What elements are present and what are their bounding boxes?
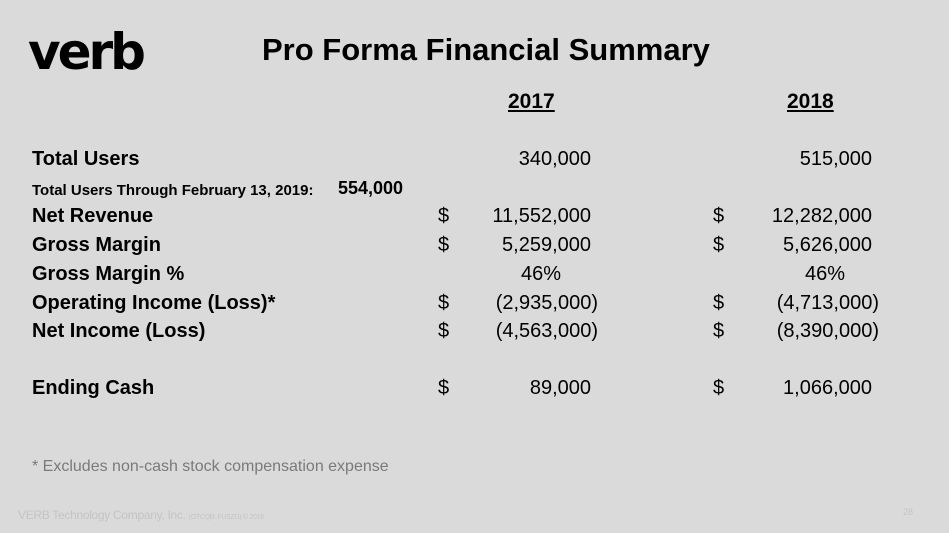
footer-company: VERB Technology Company, Inc. bbox=[18, 508, 186, 522]
row-label: Net Revenue bbox=[32, 205, 154, 227]
footnote: * Excludes non-cash stock compensation e… bbox=[32, 458, 389, 475]
value-2018: 5,626,000 bbox=[783, 234, 872, 256]
dollar-sign-2017: $ bbox=[438, 377, 450, 399]
value-2017: (4,563,000) bbox=[495, 320, 598, 342]
value-2018: 12,282,000 bbox=[771, 205, 872, 227]
verb-logo: verb bbox=[28, 23, 146, 81]
value-2017: 46% bbox=[520, 263, 562, 285]
value-2017: (2,935,000) bbox=[495, 292, 598, 314]
page-title: Pro Forma Financial Summary bbox=[262, 32, 710, 67]
value-2018: 46% bbox=[804, 263, 846, 285]
footer-ticker: (OTCQB: FUSZD) © 2018 bbox=[188, 514, 264, 521]
value-2018: 1,066,000 bbox=[783, 377, 872, 399]
dollar-sign-2018: $ bbox=[713, 377, 725, 399]
dollar-sign-2018: $ bbox=[713, 205, 725, 227]
users-through-label: Total Users Through February 13, 2019: bbox=[32, 182, 314, 199]
value-2018: (4,713,000) bbox=[776, 292, 879, 314]
dollar-sign-2018: $ bbox=[713, 292, 725, 314]
row-label: Operating Income (Loss)* bbox=[32, 292, 276, 314]
value-2017: 5,259,000 bbox=[502, 234, 591, 256]
dollar-sign-2017: $ bbox=[438, 320, 450, 342]
page-number: 28 bbox=[903, 507, 914, 517]
year-header-2018: 2018 bbox=[787, 90, 834, 113]
value-2017: 89,000 bbox=[529, 377, 591, 399]
dollar-sign-2018: $ bbox=[713, 320, 725, 342]
footer: VERB Technology Company, Inc. (OTCQB: FU… bbox=[18, 508, 264, 522]
value-2018: (8,390,000) bbox=[776, 320, 879, 342]
dollar-sign-2017: $ bbox=[438, 205, 450, 227]
row-label: Gross Margin bbox=[32, 234, 161, 256]
row-label: Ending Cash bbox=[32, 377, 155, 399]
value-2017: 11,552,000 bbox=[492, 205, 591, 227]
year-header-2017: 2017 bbox=[508, 90, 555, 113]
dollar-sign-2017: $ bbox=[438, 234, 450, 256]
value-2017: 340,000 bbox=[518, 148, 591, 170]
row-label: Net Income (Loss) bbox=[32, 320, 206, 342]
value-2018: 515,000 bbox=[799, 148, 872, 170]
row-label: Gross Margin % bbox=[32, 263, 185, 285]
row-label: Total Users bbox=[32, 148, 140, 170]
users-through-value: 554,000 bbox=[338, 178, 404, 198]
dollar-sign-2017: $ bbox=[438, 292, 450, 314]
dollar-sign-2018: $ bbox=[713, 234, 725, 256]
